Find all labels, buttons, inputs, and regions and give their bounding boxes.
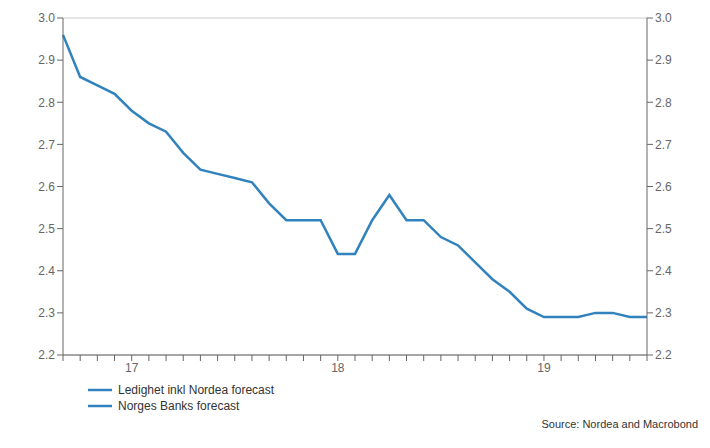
svg-text:2.7: 2.7 — [38, 138, 55, 152]
html-text:Norges Banks forecast: Norges Banks forecast — [118, 399, 240, 413]
svg-text:2.2: 2.2 — [38, 348, 55, 362]
svg-text:2.6: 2.6 — [655, 180, 672, 194]
svg-text:2.8: 2.8 — [655, 96, 672, 110]
svg-text:2.4: 2.4 — [655, 264, 672, 278]
svg-text:2.3: 2.3 — [38, 306, 55, 320]
svg-text:2.4: 2.4 — [38, 264, 55, 278]
svg-text:2.8: 2.8 — [38, 96, 55, 110]
svg-text:3.0: 3.0 — [655, 11, 672, 25]
svg-text:2.5: 2.5 — [655, 222, 672, 236]
html-text:Source: Nordea and Macrobond: Source: Nordea and Macrobond — [541, 418, 698, 430]
svg-text:2.9: 2.9 — [38, 53, 55, 67]
svg-text:2.9: 2.9 — [655, 53, 672, 67]
svg-text:3.0: 3.0 — [38, 11, 55, 25]
svg-text:2.6: 2.6 — [38, 180, 55, 194]
svg-text:17: 17 — [125, 361, 139, 375]
svg-text:2.3: 2.3 — [655, 306, 672, 320]
html-text:Ledighet inkl Nordea forecast: Ledighet inkl Nordea forecast — [118, 383, 275, 397]
svg-text:2.2: 2.2 — [655, 348, 672, 362]
svg-text:2.5: 2.5 — [38, 222, 55, 236]
svg-text:2.7: 2.7 — [655, 138, 672, 152]
svg-text:18: 18 — [331, 361, 345, 375]
svg-text:19: 19 — [537, 361, 551, 375]
